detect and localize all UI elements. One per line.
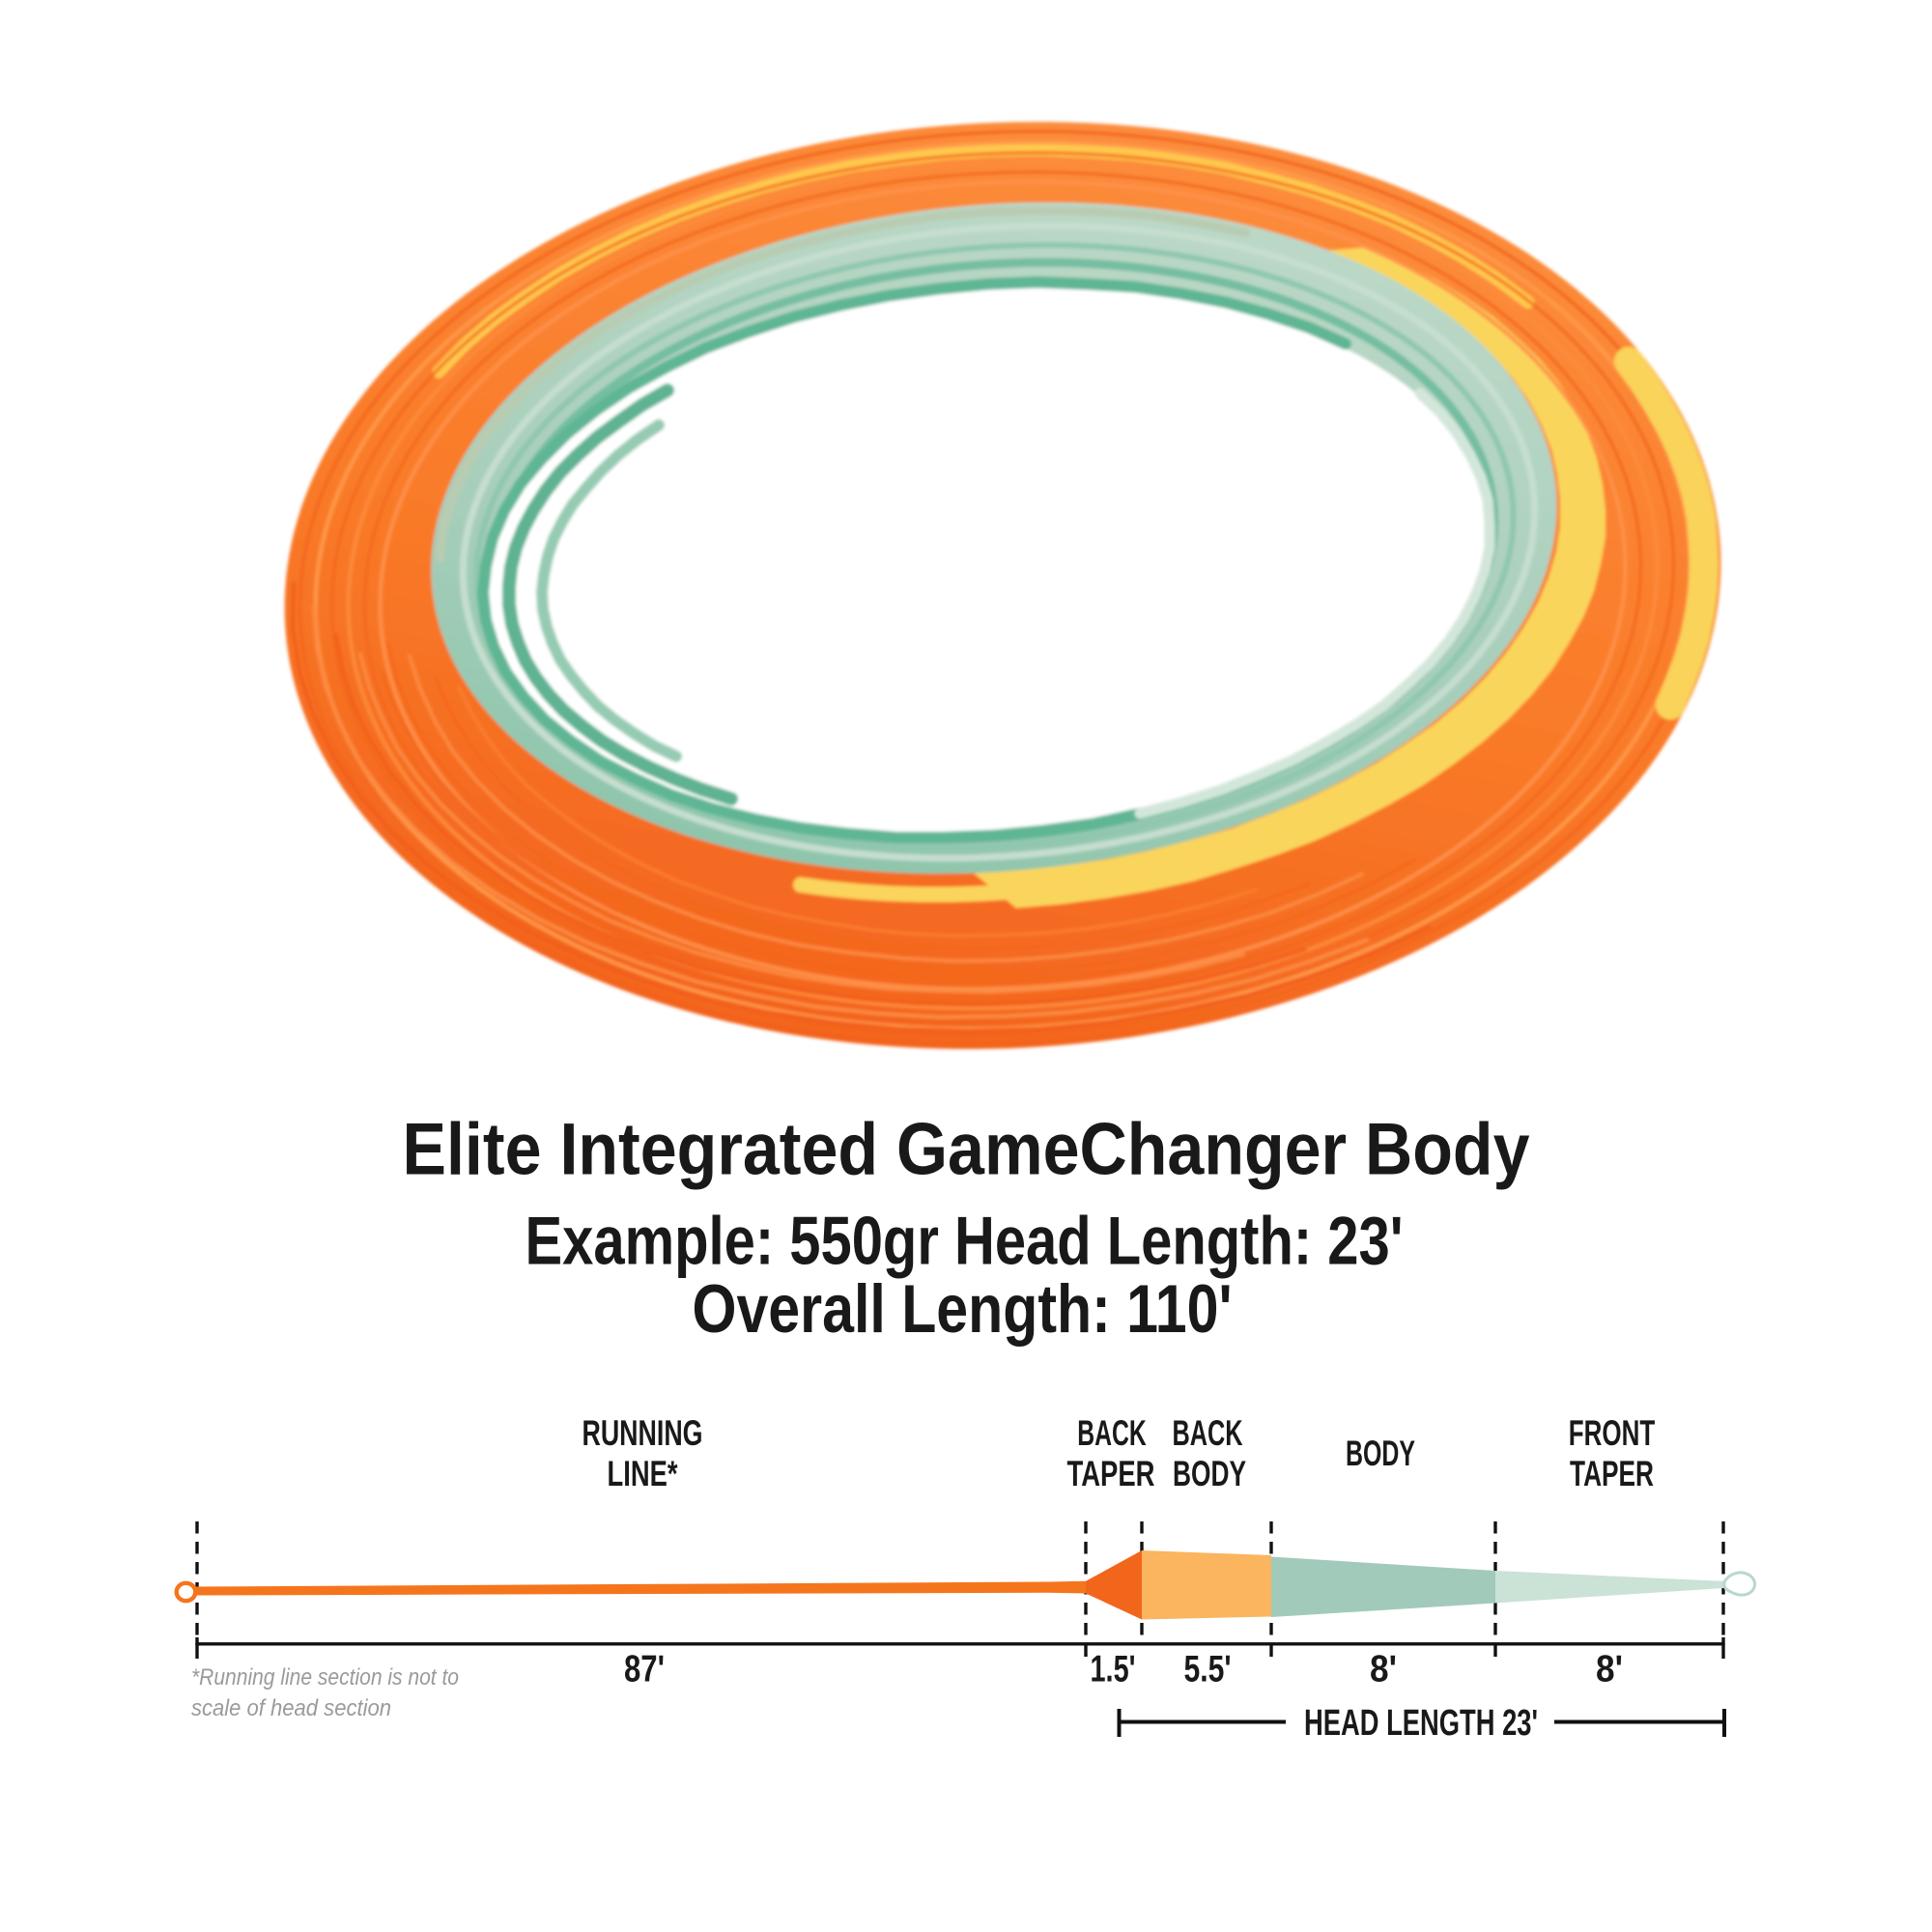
svg-text:FRONT: FRONT — [1569, 1413, 1656, 1453]
svg-text:Example: 550gr Head Length: 23: Example: 550gr Head Length: 23' — [526, 1203, 1404, 1279]
svg-text:BACK: BACK — [1077, 1413, 1147, 1453]
svg-text:Elite Integrated GameChanger B: Elite Integrated GameChanger Body — [403, 1109, 1530, 1191]
svg-text:TAPER: TAPER — [1570, 1454, 1654, 1493]
svg-text:87': 87' — [624, 1649, 665, 1690]
svg-text:BACK: BACK — [1173, 1413, 1243, 1453]
svg-text:HEAD LENGTH 23': HEAD LENGTH 23' — [1304, 1703, 1538, 1744]
svg-text:8': 8' — [1596, 1649, 1623, 1690]
svg-text:BODY: BODY — [1173, 1454, 1246, 1493]
svg-text:*Running line section is not t: *Running line section is not to — [191, 1664, 459, 1690]
svg-text:BODY: BODY — [1346, 1434, 1415, 1473]
svg-text:RUNNING: RUNNING — [582, 1413, 703, 1453]
svg-text:8': 8' — [1370, 1649, 1397, 1690]
svg-text:1.5': 1.5' — [1091, 1649, 1136, 1690]
svg-text:5.5': 5.5' — [1184, 1649, 1232, 1690]
svg-text:scale of head section: scale of head section — [191, 1695, 391, 1721]
svg-text:Overall Length: 110': Overall Length: 110' — [693, 1270, 1233, 1347]
svg-text:LINE*: LINE* — [608, 1454, 678, 1493]
svg-text:TAPER: TAPER — [1067, 1454, 1155, 1493]
